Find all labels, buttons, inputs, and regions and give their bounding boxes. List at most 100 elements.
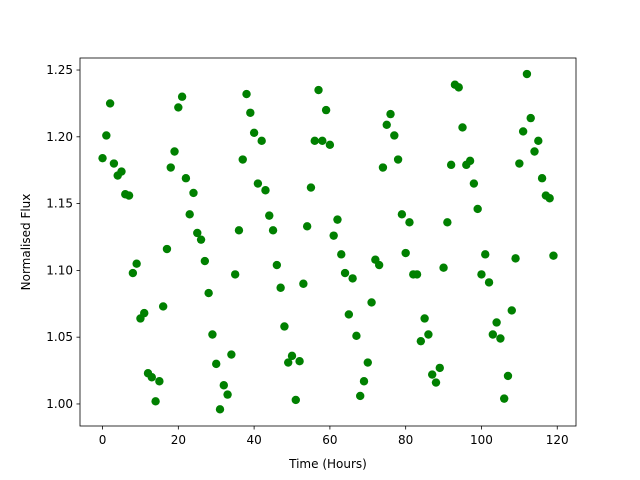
point bbox=[215, 405, 225, 414]
point bbox=[299, 279, 308, 288]
point bbox=[189, 188, 198, 198]
y-tick-label: 1.25 bbox=[46, 63, 73, 77]
point bbox=[109, 159, 119, 168]
point bbox=[140, 308, 149, 318]
x-tick-label: 0 bbox=[99, 433, 107, 447]
point bbox=[257, 136, 266, 146]
point bbox=[329, 231, 338, 240]
point bbox=[276, 283, 285, 292]
point bbox=[287, 351, 297, 361]
point bbox=[337, 250, 346, 259]
point bbox=[151, 397, 160, 406]
point bbox=[496, 334, 505, 343]
point bbox=[219, 381, 228, 390]
point bbox=[280, 322, 289, 331]
point bbox=[128, 268, 138, 278]
point bbox=[340, 268, 350, 278]
point bbox=[196, 235, 206, 244]
point bbox=[515, 159, 524, 168]
point bbox=[177, 92, 187, 101]
point bbox=[162, 244, 172, 254]
point bbox=[378, 163, 388, 172]
point bbox=[352, 331, 361, 341]
point bbox=[295, 357, 304, 366]
y-tick-label: 1.10 bbox=[46, 263, 73, 277]
point bbox=[310, 136, 319, 146]
y-tick-label: 1.00 bbox=[46, 397, 73, 411]
point bbox=[454, 83, 463, 92]
point bbox=[412, 270, 422, 279]
point bbox=[420, 314, 429, 323]
point bbox=[488, 330, 498, 339]
point bbox=[102, 131, 111, 140]
x-tick-label: 40 bbox=[246, 433, 261, 447]
point bbox=[117, 167, 126, 176]
point bbox=[200, 256, 210, 266]
point bbox=[356, 391, 365, 401]
point bbox=[393, 155, 403, 164]
point bbox=[318, 136, 327, 146]
point bbox=[537, 174, 547, 183]
point bbox=[507, 306, 516, 315]
point bbox=[465, 156, 475, 166]
x-tick-label: 20 bbox=[171, 433, 186, 447]
point bbox=[390, 131, 399, 140]
point bbox=[473, 204, 482, 214]
point bbox=[181, 174, 191, 183]
point bbox=[477, 270, 486, 279]
point bbox=[223, 390, 232, 399]
point bbox=[291, 395, 300, 405]
point bbox=[367, 298, 376, 307]
point bbox=[246, 108, 255, 117]
point bbox=[443, 218, 452, 227]
point bbox=[428, 370, 437, 379]
plot-frame bbox=[79, 57, 577, 427]
point bbox=[534, 136, 543, 146]
point bbox=[530, 147, 539, 156]
point bbox=[204, 288, 213, 298]
point bbox=[306, 183, 316, 192]
point bbox=[234, 226, 244, 235]
point bbox=[105, 99, 115, 108]
point bbox=[230, 270, 240, 279]
y-axis-label: Normalised Flux bbox=[19, 194, 33, 291]
point bbox=[446, 160, 456, 170]
point bbox=[265, 211, 274, 220]
point bbox=[431, 378, 441, 387]
point bbox=[416, 336, 426, 346]
point bbox=[333, 215, 342, 224]
point bbox=[522, 69, 532, 79]
point bbox=[439, 263, 448, 272]
point bbox=[469, 179, 479, 188]
point bbox=[382, 120, 391, 129]
point bbox=[518, 127, 528, 136]
point bbox=[424, 330, 433, 339]
point bbox=[511, 254, 520, 263]
point bbox=[132, 259, 141, 268]
point bbox=[208, 330, 217, 339]
point bbox=[193, 228, 202, 238]
point bbox=[238, 155, 247, 164]
point bbox=[545, 194, 554, 203]
point bbox=[261, 186, 270, 195]
point bbox=[284, 358, 293, 367]
point bbox=[481, 250, 490, 259]
point bbox=[401, 248, 410, 258]
point bbox=[325, 140, 335, 150]
point bbox=[124, 191, 134, 200]
point bbox=[268, 226, 278, 235]
point bbox=[435, 363, 444, 373]
x-tick-label: 80 bbox=[398, 433, 413, 447]
point bbox=[174, 103, 183, 112]
point bbox=[185, 210, 194, 219]
point bbox=[227, 350, 236, 359]
point bbox=[503, 371, 513, 381]
point bbox=[499, 394, 509, 403]
x-tick-label: 60 bbox=[322, 433, 337, 447]
point bbox=[484, 278, 494, 287]
point bbox=[363, 358, 372, 367]
point bbox=[170, 147, 179, 156]
y-tick-label: 1.15 bbox=[46, 197, 73, 211]
